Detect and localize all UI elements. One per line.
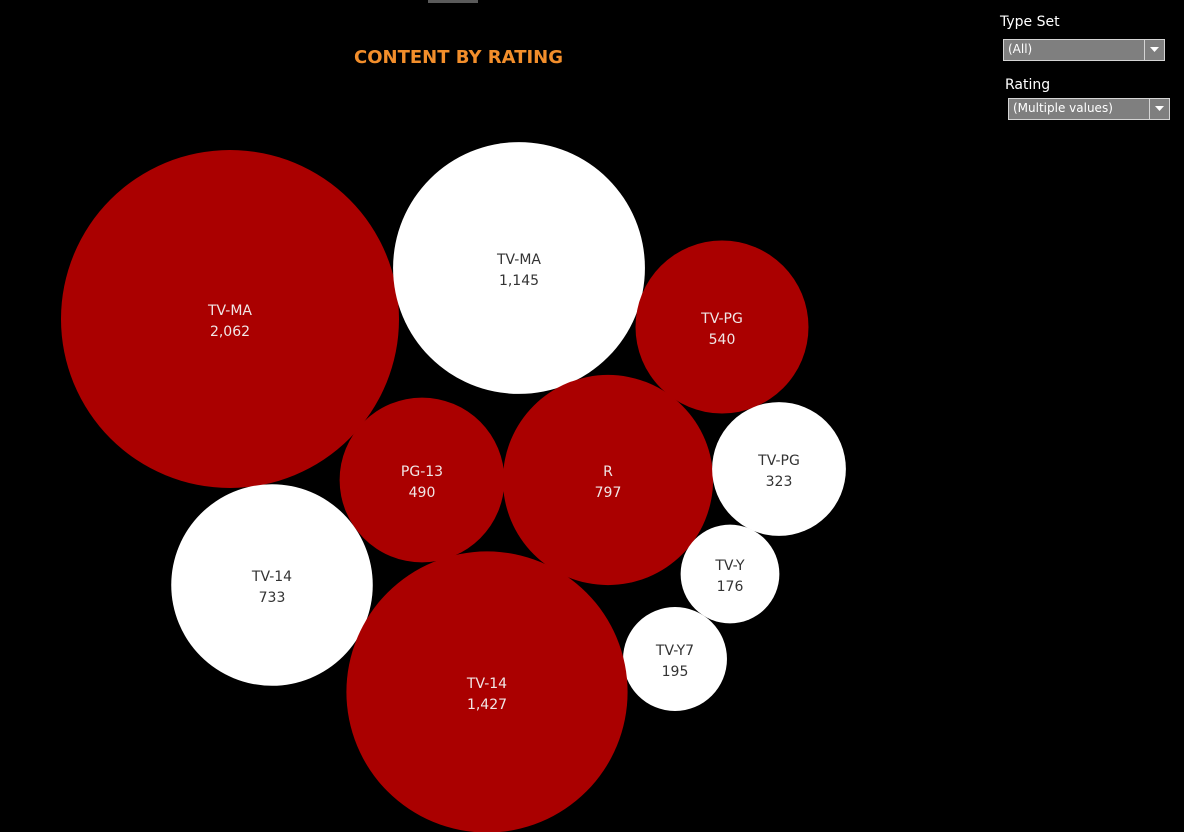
bubble-count-label: 797 xyxy=(595,485,622,501)
type-set-dropdown[interactable]: (All) xyxy=(1003,39,1165,61)
bubble-count-label: 1,427 xyxy=(467,697,507,713)
chevron-down-icon xyxy=(1155,106,1164,111)
bubble-tv-14-red[interactable]: TV-14 1,427 xyxy=(346,551,628,832)
rating-dropdown[interactable]: (Multiple values) xyxy=(1008,98,1170,120)
bubble-tv-ma-white[interactable]: TV-MA 1,145 xyxy=(393,142,645,394)
bubble-count-label: 2,062 xyxy=(210,324,250,340)
bubble-circle[interactable] xyxy=(623,607,727,711)
bubble-circle[interactable] xyxy=(339,397,505,563)
bubble-rating-label: TV-PG xyxy=(700,311,743,327)
bubble-tv-ma-red[interactable]: TV-MA 2,062 xyxy=(61,150,399,488)
bubble-count-label: 176 xyxy=(717,579,744,595)
bubble-tv-pg-white[interactable]: TV-PG 323 xyxy=(712,402,846,536)
bubble-rating-label: TV-MA xyxy=(207,303,252,319)
bubble-count-label: 733 xyxy=(259,590,286,606)
bubble-r-red[interactable]: R 797 xyxy=(502,374,714,586)
bubble-circle[interactable] xyxy=(635,240,809,414)
top-tab-indicator[interactable] xyxy=(428,0,478,3)
chart-title: CONTENT BY RATING xyxy=(354,47,564,68)
bubble-rating-label: TV-14 xyxy=(466,676,507,692)
bubble-circle[interactable] xyxy=(680,524,780,624)
rating-dropdown-arrow[interactable] xyxy=(1149,99,1169,119)
bubble-tv-14-white[interactable]: TV-14 733 xyxy=(171,484,373,686)
bubble-rating-label: TV-Y7 xyxy=(655,643,694,659)
bubble-rating-label: TV-MA xyxy=(496,252,541,268)
rating-filter-label: Rating xyxy=(1005,77,1051,93)
type-set-dropdown-arrow[interactable] xyxy=(1144,40,1164,60)
bubble-circle[interactable] xyxy=(393,142,645,394)
bubble-rating-label: TV-PG xyxy=(757,453,800,469)
bubble-count-label: 323 xyxy=(766,474,793,490)
bubble-circle[interactable] xyxy=(712,402,846,536)
type-set-filter-label: Type Set xyxy=(1000,14,1060,30)
bubble-tv-y7-white[interactable]: TV-Y7 195 xyxy=(623,607,727,711)
bubble-rating-label: TV-Y xyxy=(714,558,745,574)
bubble-circle[interactable] xyxy=(502,374,714,586)
bubble-count-label: 1,145 xyxy=(499,273,539,289)
bubble-circle[interactable] xyxy=(61,150,399,488)
bubble-rating-label: PG-13 xyxy=(401,464,443,480)
rating-selected-value: (Multiple values) xyxy=(1013,101,1113,115)
bubble-count-label: 490 xyxy=(409,485,436,501)
bubble-pg-13-red[interactable]: PG-13 490 xyxy=(339,397,505,563)
bubble-rating-label: TV-14 xyxy=(251,569,292,585)
bubble-count-label: 540 xyxy=(709,332,736,348)
chevron-down-icon xyxy=(1150,47,1159,52)
bubble-tv-pg-red[interactable]: TV-PG 540 xyxy=(635,240,809,414)
bubble-count-label: 195 xyxy=(662,664,689,680)
bubble-tv-y-white[interactable]: TV-Y 176 xyxy=(680,524,780,624)
bubble-circle[interactable] xyxy=(171,484,373,686)
bubble-circle[interactable] xyxy=(346,551,628,832)
bubble-rating-label: R xyxy=(603,464,613,480)
type-set-selected-value: (All) xyxy=(1008,42,1033,56)
